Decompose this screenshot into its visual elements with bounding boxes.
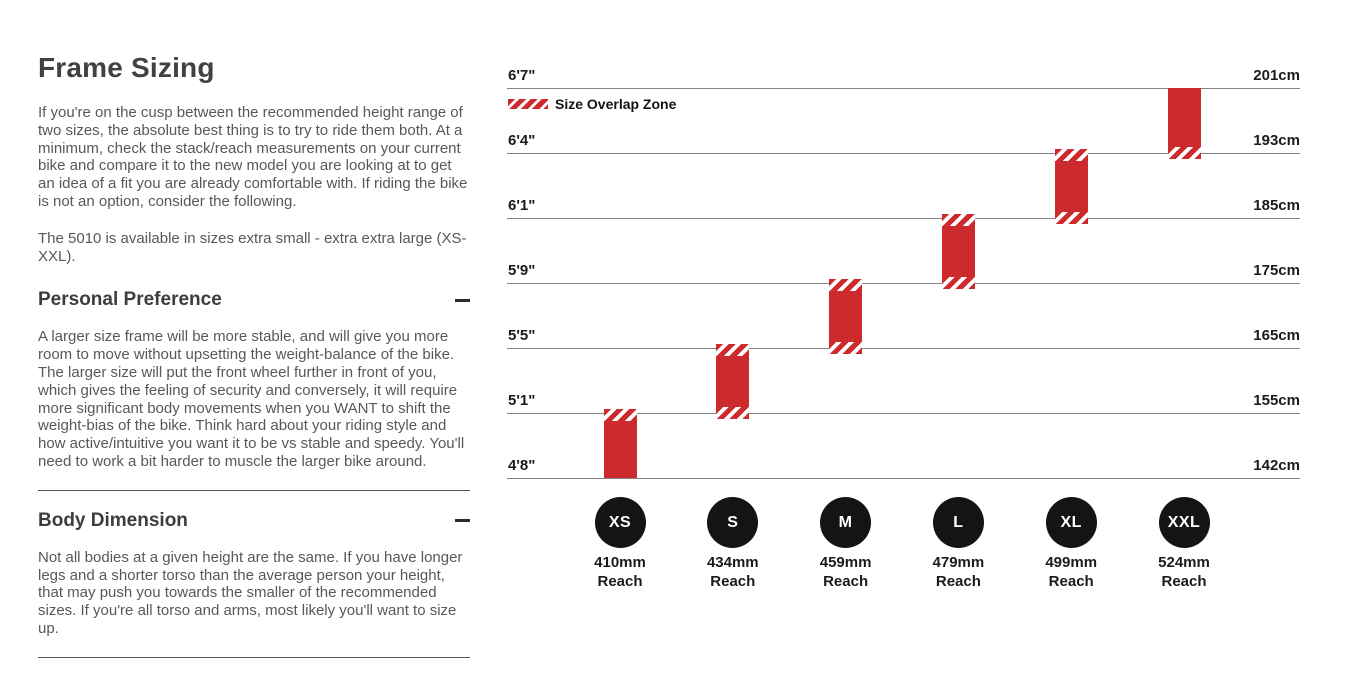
size-range-bar: [941, 214, 975, 289]
section-header-personal-preference[interactable]: Personal Preference: [38, 289, 470, 311]
page-title: Frame Sizing: [38, 52, 215, 83]
reach-value: 459mm: [819, 554, 872, 571]
reach-value: 410mm: [594, 554, 646, 571]
height-label-ft: 6'4": [508, 132, 536, 149]
reach-unit: Reach: [1048, 573, 1094, 590]
section-header-body-dimension[interactable]: Body Dimension: [38, 510, 470, 532]
section-title: Personal Preference: [38, 289, 222, 311]
size-circle: M: [820, 497, 872, 548]
height-label-ft: 6'1": [508, 197, 536, 214]
reach-unit: Reach: [823, 573, 869, 590]
reach-unit: Reach: [710, 573, 756, 590]
reach-value: 499mm: [1045, 554, 1098, 571]
reach-label: 434mm Reach: [683, 553, 783, 591]
height-label-cm: 175cm: [1253, 262, 1300, 279]
overlap-zone-top: [829, 279, 863, 291]
overlap-zone-bottom: [829, 342, 863, 354]
section-divider: [38, 489, 470, 491]
height-label-ft: 5'1": [508, 392, 536, 409]
gridline: [507, 478, 1300, 479]
frame-size-chart: Size Overlap Zone 6'7" 201cm 6'4" 193cm 6'1"…: [507, 60, 1300, 620]
size-range-bar: [1054, 149, 1088, 224]
reach-label: 410mm Reach: [570, 553, 670, 591]
reach-value: 479mm: [932, 554, 985, 571]
gridline: [507, 413, 1300, 414]
reach-label: 499mm Reach: [1021, 553, 1121, 591]
reach-unit: Reach: [1161, 573, 1207, 590]
overlap-zone-bottom: [941, 277, 975, 289]
overlap-zone-top: [716, 344, 750, 356]
chart-legend: Size Overlap Zone: [508, 96, 676, 112]
size-range-bar: [716, 344, 750, 419]
overlap-zone-swatch-icon: [508, 99, 548, 109]
reach-label: 479mm Reach: [908, 553, 1008, 591]
size-circle: S: [707, 497, 759, 548]
size-range-bar: [603, 409, 637, 478]
size-range-bar: [1167, 88, 1201, 159]
height-label-ft: 5'5": [508, 327, 536, 344]
overlap-zone-bottom: [1167, 147, 1201, 159]
sizing-info-panel: Frame Sizing If you're on the cusp betwe…: [38, 52, 470, 677]
height-label-cm: 201cm: [1253, 67, 1300, 84]
body-dimension-paragraph: Not all bodies at a given height are the…: [38, 548, 463, 637]
section-title: Body Dimension: [38, 509, 188, 531]
gridline: [507, 153, 1300, 154]
reach-label: 459mm Reach: [796, 553, 896, 591]
height-label-cm: 155cm: [1253, 392, 1300, 409]
overlap-zone-bottom: [716, 407, 750, 419]
availability-paragraph: The 5010 is available in sizes extra sma…: [38, 229, 467, 265]
size-circle: L: [932, 497, 984, 548]
personal-preference-paragraph: A larger size frame will be more stable,…: [38, 328, 465, 470]
overlap-zone-top: [1054, 149, 1088, 161]
overlap-zone-top: [941, 214, 975, 226]
height-label-cm: 165cm: [1253, 327, 1300, 344]
gridline: [507, 283, 1300, 284]
overlap-zone-bottom: [1054, 212, 1088, 224]
size-circle: XL: [1045, 497, 1097, 548]
height-label-ft: 6'7": [508, 67, 536, 84]
gridline: [507, 218, 1300, 219]
reach-value: 434mm: [706, 554, 759, 571]
size-circle: XS: [594, 497, 646, 548]
height-label-cm: 142cm: [1253, 457, 1300, 474]
overlap-zone-top: [603, 409, 637, 421]
collapse-minus-icon[interactable]: [455, 298, 470, 302]
section-divider: [38, 656, 470, 658]
reach-label: 524mm Reach: [1134, 553, 1234, 591]
height-label-ft: 4'8": [508, 457, 536, 474]
height-label-cm: 185cm: [1253, 197, 1300, 214]
size-range-bar: [829, 279, 863, 354]
height-label-ft: 5'9": [508, 262, 536, 279]
gridline: [507, 88, 1300, 89]
collapse-minus-icon[interactable]: [455, 519, 470, 523]
reach-unit: Reach: [935, 573, 981, 590]
intro-paragraph: If you're on the cusp between the recomm…: [38, 104, 468, 210]
gridline: [507, 348, 1300, 349]
legend-label: Size Overlap Zone: [555, 96, 677, 112]
reach-value: 524mm: [1158, 554, 1210, 571]
reach-unit: Reach: [597, 573, 643, 590]
size-circle: XXL: [1158, 497, 1210, 548]
height-label-cm: 193cm: [1253, 132, 1300, 149]
